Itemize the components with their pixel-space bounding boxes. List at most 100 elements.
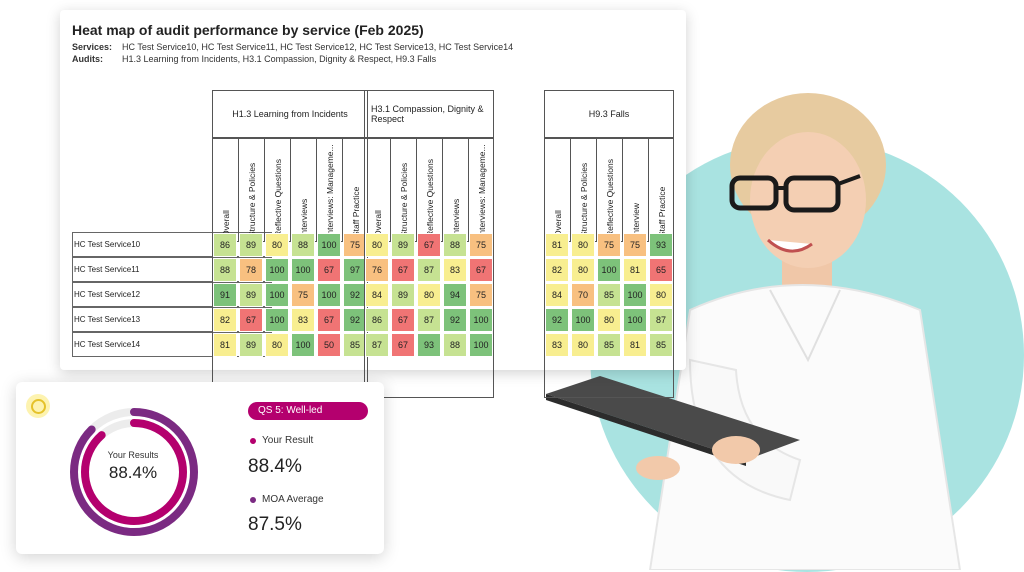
column-header: Interview — [622, 138, 648, 242]
circle-badge-icon — [26, 394, 50, 418]
heatmap-cell: 76 — [365, 258, 389, 282]
heatmap-cell: 100 — [623, 308, 647, 332]
heatmap-cell: 70 — [571, 283, 595, 307]
heatmap-cell: 94 — [443, 283, 467, 307]
table-row — [72, 332, 272, 357]
heatmap-cell: 67 — [239, 308, 263, 332]
heatmap-cell: 93 — [649, 233, 673, 257]
column-header: Staff Practice — [648, 138, 674, 242]
column-header: Structure & Policies — [570, 138, 596, 242]
heatmap-cell: 88 — [291, 233, 315, 257]
column-header: Reflective Questions — [416, 138, 442, 242]
your-result-label: Your Result — [262, 435, 314, 446]
heatmap-cell: 80 — [571, 333, 595, 357]
heatmap-cell: 75 — [469, 283, 493, 307]
heatmap-cell: 89 — [239, 233, 263, 257]
heatmap-cell: 67 — [317, 258, 341, 282]
heatmap-cell: 81 — [623, 258, 647, 282]
heatmap-cell: 87 — [417, 258, 441, 282]
heatmap-cell: 100 — [265, 308, 289, 332]
audit-group-header: H9.3 Falls — [544, 90, 674, 138]
services-label: Services: — [72, 42, 113, 52]
heatmap-cell: 75 — [623, 233, 647, 257]
heatmap-cell: 88 — [443, 333, 467, 357]
heatmap-cell: 89 — [239, 333, 263, 357]
heatmap-cell: 100 — [597, 258, 621, 282]
heatmap-cell: 85 — [649, 333, 673, 357]
moa-arc — [70, 408, 198, 536]
heatmap-cell: 67 — [391, 308, 415, 332]
heatmap-cell: 92 — [443, 308, 467, 332]
table-row — [72, 282, 272, 307]
heatmap-card: Heat map of audit performance by service… — [60, 10, 686, 398]
heatmap-cell: 67 — [391, 333, 415, 357]
heatmap-cell: 81 — [545, 233, 569, 257]
heatmap-cell: 100 — [469, 308, 493, 332]
heatmap-cell: 83 — [443, 258, 467, 282]
heatmap-cell: 86 — [213, 233, 237, 257]
heatmap-cell: 80 — [265, 233, 289, 257]
row-label: HC Test Service13 — [74, 315, 141, 324]
heatmap-cell: 100 — [291, 333, 315, 357]
moa-average-value: 87.5% — [248, 514, 302, 535]
heatmap-cell: 100 — [623, 283, 647, 307]
audit-group-frame — [364, 138, 494, 398]
row-label: HC Test Service12 — [74, 290, 141, 299]
heatmap-cell: 93 — [417, 333, 441, 357]
heatmap-cell: 84 — [545, 283, 569, 307]
heatmap-cell: 50 — [317, 333, 341, 357]
donut-label: Your Results — [107, 450, 159, 460]
services-value: HC Test Service10, HC Test Service11, HC… — [122, 42, 514, 52]
audit-group-header: H1.3 Learning from Incidents — [212, 90, 368, 138]
heatmap-title: Heat map of audit performance by service… — [72, 22, 424, 38]
heatmap-cell: 100 — [469, 333, 493, 357]
heatmap-cell: 83 — [545, 333, 569, 357]
audits-meta: Audits: H1.3 Learning from Incidents, H3… — [72, 54, 436, 64]
heatmap-cell: 86 — [365, 308, 389, 332]
heatmap-cell: 100 — [571, 308, 595, 332]
heatmap-cell: 82 — [213, 308, 237, 332]
heatmap-cell: 100 — [265, 283, 289, 307]
audits-label: Audits: — [72, 54, 103, 64]
column-header: Interviews — [442, 138, 468, 242]
heatmap-cell: 89 — [391, 283, 415, 307]
moa-average-dot — [250, 497, 256, 503]
row-label: HC Test Service10 — [74, 240, 141, 249]
column-header: Interviews: Manageme... — [316, 138, 342, 242]
your-result-dot — [250, 438, 256, 444]
audits-value: H1.3 Learning from Incidents, H3.1 Compa… — [122, 54, 437, 64]
heatmap-cell: 100 — [317, 233, 341, 257]
heatmap-cell: 87 — [365, 333, 389, 357]
heatmap-cell: 88 — [213, 258, 237, 282]
moa-average-label: MOA Average — [262, 494, 324, 505]
qs-badge: QS 5: Well-led — [248, 402, 368, 420]
heatmap-cell: 84 — [365, 283, 389, 307]
table-row — [72, 307, 272, 332]
heatmap-cell: 100 — [291, 258, 315, 282]
heatmap-cell: 75 — [597, 233, 621, 257]
heatmap-cell: 80 — [649, 283, 673, 307]
your-result-arc — [81, 419, 187, 525]
column-header: Reflective Questions — [596, 138, 622, 242]
heatmap-cell: 89 — [239, 283, 263, 307]
heatmap-cell: 80 — [265, 333, 289, 357]
column-header: Reflective Questions — [264, 138, 290, 242]
heatmap-cell: 88 — [443, 233, 467, 257]
heatmap-cell: 81 — [213, 333, 237, 357]
heatmap-cell: 83 — [291, 308, 315, 332]
column-header: Overall — [212, 138, 238, 242]
heatmap-cell: 80 — [571, 258, 595, 282]
heatmap-cell: 67 — [391, 258, 415, 282]
heatmap-cell: 85 — [597, 283, 621, 307]
heatmap-cell: 100 — [317, 283, 341, 307]
services-meta: Services: HC Test Service10, HC Test Ser… — [72, 42, 513, 52]
heatmap-cell: 67 — [469, 258, 493, 282]
heatmap-cell: 100 — [265, 258, 289, 282]
heatmap-cell: 91 — [213, 283, 237, 307]
heatmap-cell: 85 — [597, 333, 621, 357]
heatmap-cell: 85 — [343, 333, 367, 357]
column-header: Overall — [364, 138, 390, 242]
heatmap-cell: 87 — [649, 308, 673, 332]
heatmap-cell: 82 — [545, 258, 569, 282]
row-label: HC Test Service11 — [74, 265, 140, 274]
